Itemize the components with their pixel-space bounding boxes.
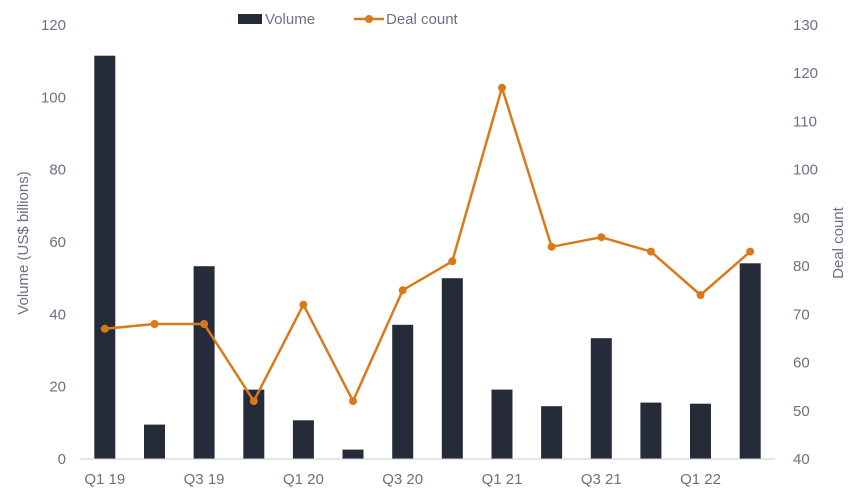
right-y-tick-label: 90 bbox=[793, 210, 810, 227]
x-tick-label: Q3 21 bbox=[581, 471, 622, 488]
x-tick-label: Q1 20 bbox=[283, 471, 324, 488]
x-tick-label: Q3 19 bbox=[184, 471, 225, 488]
volume-bar bbox=[640, 402, 662, 459]
deal-count-point bbox=[349, 397, 357, 406]
deal-count-point bbox=[498, 83, 506, 92]
left-y-tick-label: 120 bbox=[41, 17, 66, 34]
x-tick-label: Q1 21 bbox=[482, 471, 523, 488]
x-tick-label: Q1 19 bbox=[84, 471, 125, 488]
volume-bar bbox=[342, 449, 364, 459]
right-y-axis-ticks: 40 50 60 70 80 90 100 110 120 130 bbox=[793, 17, 818, 468]
deal-count-point bbox=[746, 247, 755, 256]
x-tick-label: Q3 20 bbox=[382, 471, 423, 488]
deal-count-point bbox=[696, 291, 705, 299]
volume-bar bbox=[243, 389, 265, 459]
deal-count-point bbox=[200, 320, 209, 328]
left-y-tick-label: 40 bbox=[49, 306, 66, 323]
deal-count-point bbox=[100, 324, 109, 333]
volume-bar bbox=[590, 338, 612, 459]
right-y-tick-label: 50 bbox=[793, 403, 810, 420]
left-y-tick-label: 60 bbox=[49, 234, 66, 251]
deal-count-points bbox=[100, 83, 755, 406]
left-axis-title: Volume (US$ billions) bbox=[15, 171, 32, 314]
deal-count-point bbox=[597, 233, 606, 242]
legend: Volume Deal count bbox=[238, 11, 459, 28]
right-y-tick-label: 120 bbox=[793, 65, 818, 82]
left-y-tick-label: 0 bbox=[58, 451, 66, 468]
deal-count-point bbox=[398, 286, 407, 295]
volume-bar bbox=[690, 403, 711, 459]
volume-bar bbox=[541, 406, 563, 459]
left-y-tick-label: 80 bbox=[49, 162, 66, 179]
deal-count-point bbox=[646, 247, 655, 256]
legend-volume-swatch bbox=[238, 14, 262, 24]
volume-bar bbox=[94, 55, 116, 459]
volume-bars bbox=[94, 55, 761, 459]
deal-count-point bbox=[299, 300, 308, 309]
volume-bar bbox=[739, 263, 761, 459]
legend-volume-label: Volume bbox=[265, 11, 315, 28]
right-axis-title: Deal count bbox=[830, 206, 847, 279]
deal-count-line bbox=[104, 86, 752, 403]
right-y-tick-label: 60 bbox=[793, 355, 810, 372]
right-y-tick-label: 40 bbox=[793, 451, 810, 468]
right-y-tick-label: 100 bbox=[793, 162, 818, 179]
volume-bar bbox=[441, 278, 463, 459]
legend-deal-count-swatch-marker bbox=[365, 15, 373, 23]
volume-bar bbox=[193, 266, 215, 459]
volume-bar bbox=[392, 324, 414, 459]
right-y-tick-label: 110 bbox=[793, 113, 817, 130]
volume-bar bbox=[292, 420, 314, 459]
left-y-tick-label: 20 bbox=[49, 379, 66, 396]
deal-count-point bbox=[150, 320, 159, 328]
left-y-axis-ticks: 0 20 40 60 80 100 120 bbox=[41, 17, 66, 468]
left-y-tick-label: 100 bbox=[41, 89, 66, 106]
volume-bar bbox=[144, 424, 165, 459]
x-axis-ticks: Q1 19 Q3 19 Q1 20 Q3 20 Q1 21 Q3 21 Q1 22 bbox=[84, 471, 721, 488]
x-tick-label: Q1 22 bbox=[680, 471, 721, 488]
right-y-tick-label: 80 bbox=[793, 258, 810, 275]
deal-count-line-path bbox=[104, 86, 752, 403]
right-y-tick-label: 70 bbox=[793, 306, 810, 323]
volume-bar bbox=[491, 389, 513, 459]
deal-count-point bbox=[249, 397, 258, 406]
legend-deal-count-label: Deal count bbox=[386, 11, 459, 28]
right-y-tick-label: 130 bbox=[793, 17, 818, 34]
deal-count-point bbox=[547, 242, 556, 251]
deal-count-point bbox=[448, 257, 457, 266]
